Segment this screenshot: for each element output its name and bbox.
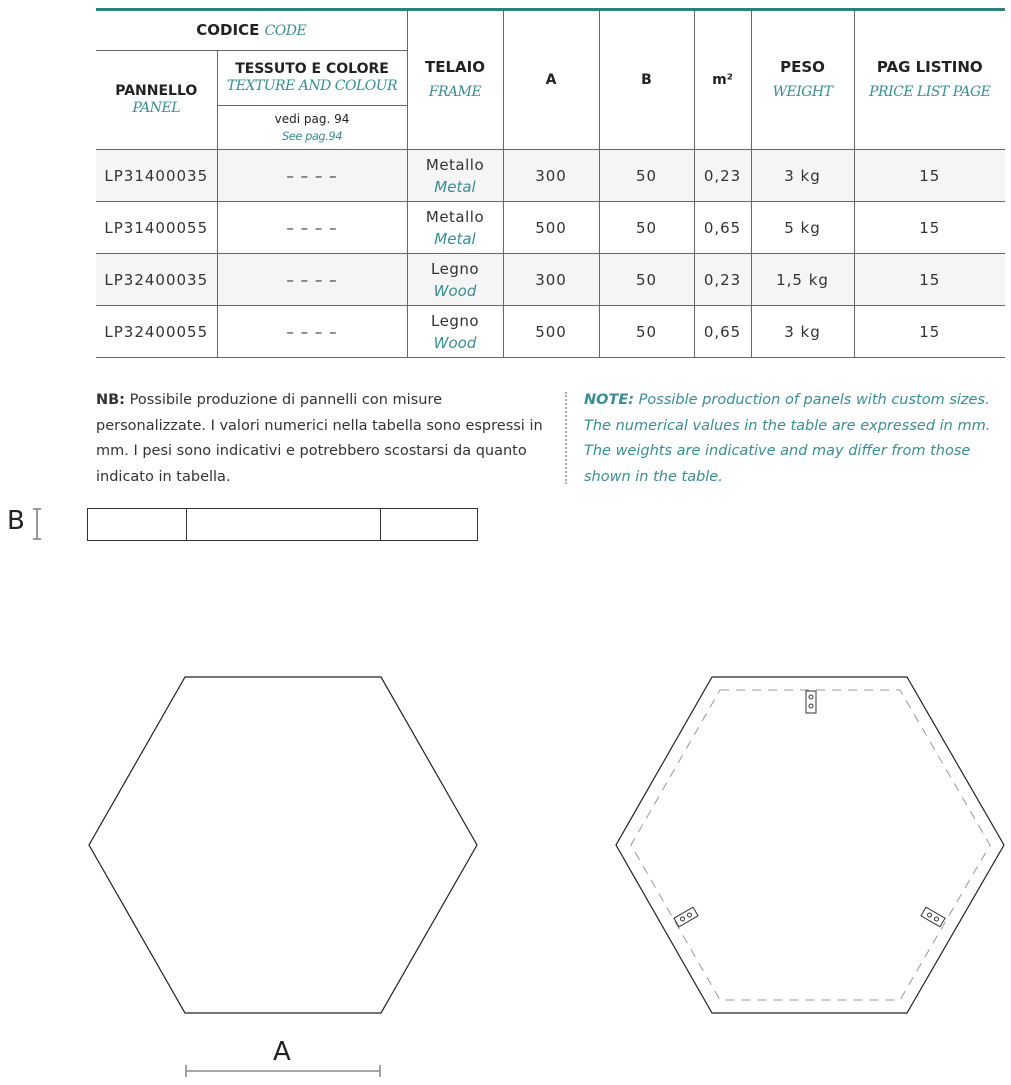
header-see-page: vedi pag. 94 See pag.94	[217, 105, 408, 150]
header-panel: PANNELLO PANEL	[96, 50, 218, 150]
a-cell: 300	[502, 149, 600, 202]
page-cell: 15	[853, 149, 1006, 202]
note-english: NOTE: Possible production of panels with…	[584, 392, 991, 485]
frame-cell: Legno Wood	[406, 305, 504, 358]
mounting-bracket-right	[920, 906, 946, 928]
header-texture: TESSUTO E COLORE TEXTURE AND COLOUR	[216, 50, 408, 106]
dimension-a-marker	[185, 1065, 381, 1077]
mounting-bracket-top	[805, 690, 817, 714]
product-table: CODICE CODE TELAIO FRAME A B m² PESO WEIGH…	[96, 8, 1006, 358]
header-weight: PESO WEIGHT	[750, 9, 855, 150]
a-cell: 300	[502, 253, 600, 306]
b-cell: 50	[598, 201, 695, 254]
header-m2: m²	[693, 9, 752, 150]
b-cell: 50	[598, 305, 695, 358]
hexagon-back-view	[615, 676, 1005, 1014]
dimension-a-label: A	[273, 1037, 291, 1067]
table-row: LP31400035 – – – – Metallo Metal 300 50 0…	[96, 149, 1006, 202]
code-cell: LP32400035	[96, 253, 218, 306]
page-cell: 15	[853, 253, 1006, 306]
frame-cell: Metallo Metal	[406, 149, 504, 202]
hexagon-front-view	[88, 676, 478, 1014]
side-view	[87, 508, 478, 541]
m2-cell: 0,23	[693, 253, 752, 306]
texture-cell: – – – –	[216, 201, 408, 254]
weight-cell: 3 kg	[750, 305, 855, 358]
weight-cell: 3 kg	[750, 149, 855, 202]
frame-cell: Legno Wood	[406, 253, 504, 306]
dimension-b-marker	[33, 508, 41, 540]
m2-cell: 0,23	[693, 149, 752, 202]
header-frame: TELAIO FRAME	[406, 9, 504, 150]
table-row: LP32400055 – – – – Legno Wood 500 50 0,65…	[96, 305, 1006, 358]
mounting-bracket-left	[673, 906, 699, 928]
a-cell: 500	[502, 201, 600, 254]
b-cell: 50	[598, 149, 695, 202]
table-row: LP32400035 – – – – Legno Wood 300 50 0,23…	[96, 253, 1006, 306]
page-cell: 15	[853, 305, 1006, 358]
table-row: LP31400055 – – – – Metallo Metal 500 50 0…	[96, 201, 1006, 254]
weight-cell: 5 kg	[750, 201, 855, 254]
dimension-b-label: B	[7, 506, 25, 536]
a-cell: 500	[502, 305, 600, 358]
header-b: B	[598, 9, 695, 150]
texture-cell: – – – –	[216, 149, 408, 202]
texture-cell: – – – –	[216, 305, 408, 358]
m2-cell: 0,65	[693, 201, 752, 254]
texture-cell: – – – –	[216, 253, 408, 306]
code-cell: LP32400055	[96, 305, 218, 358]
header-a: A	[502, 9, 600, 150]
m2-cell: 0,65	[693, 305, 752, 358]
weight-cell: 1,5 kg	[750, 253, 855, 306]
b-cell: 50	[598, 253, 695, 306]
frame-outline-dashed	[630, 689, 991, 1001]
header-code: CODICE CODE	[96, 9, 408, 51]
note-italian: NB: Possibile produzione di pannelli con…	[96, 392, 543, 485]
code-cell: LP31400035	[96, 149, 218, 202]
notes-divider	[565, 392, 567, 484]
